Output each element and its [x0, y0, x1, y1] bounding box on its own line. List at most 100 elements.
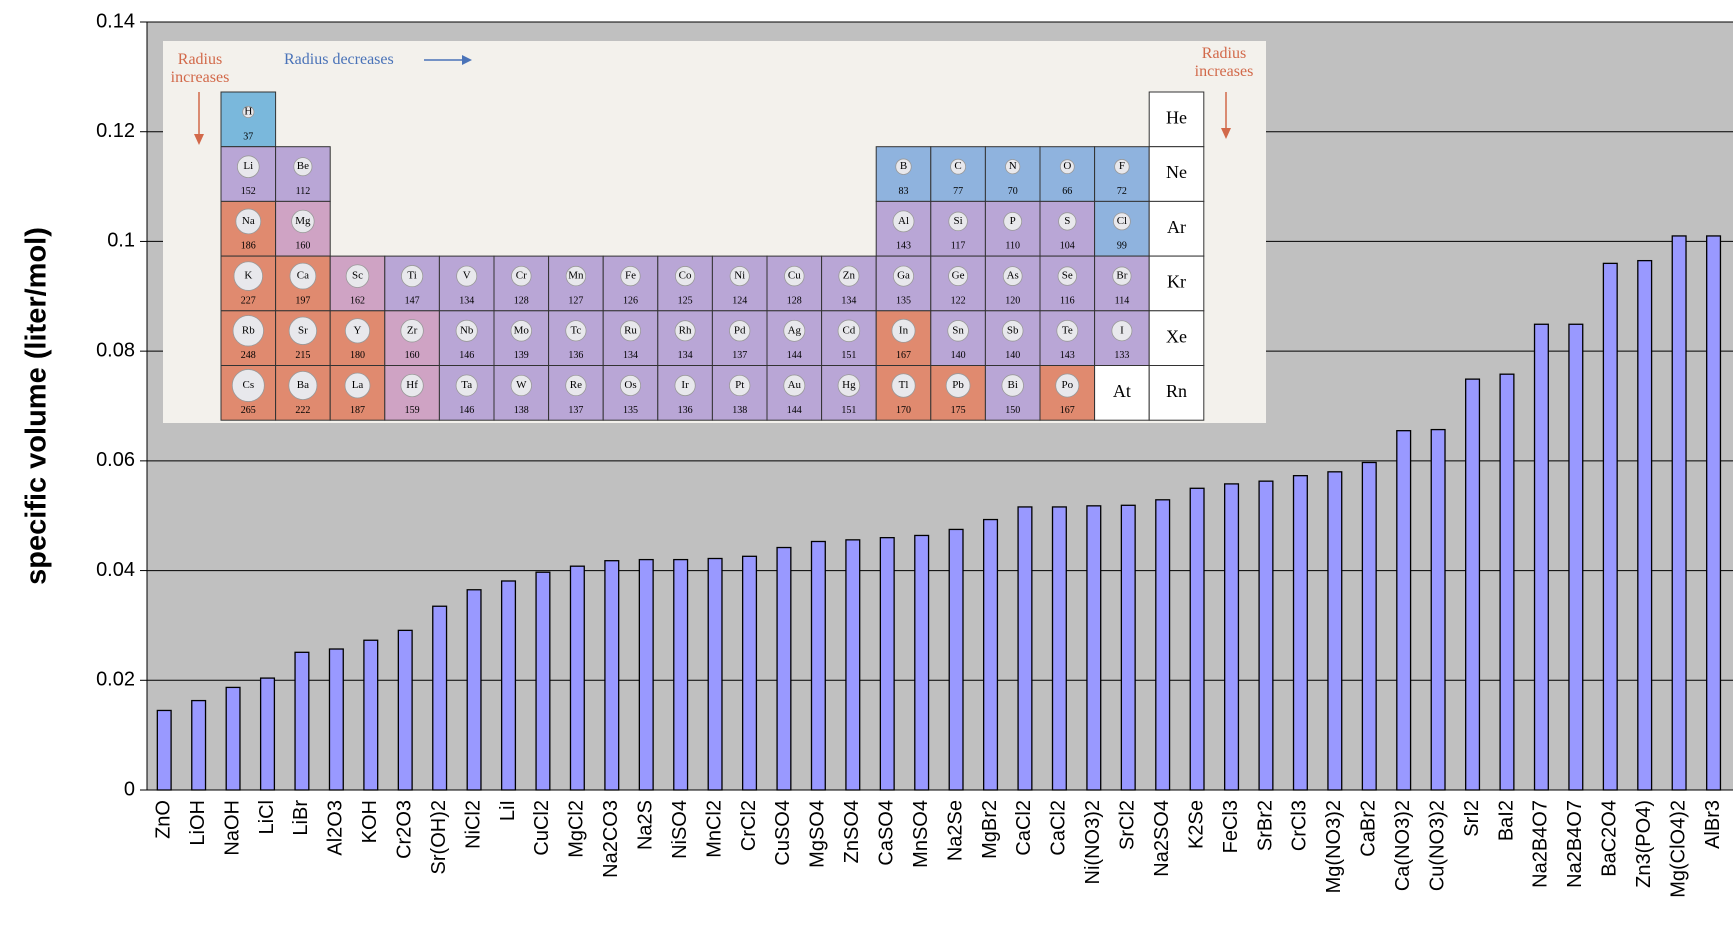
bar — [1362, 463, 1376, 790]
element-symbol: Be — [297, 160, 309, 172]
element-radius: 144 — [787, 405, 802, 416]
bar — [1053, 507, 1067, 790]
y-tick-label: 0.04 — [96, 559, 135, 581]
element-symbol: Zn — [843, 270, 856, 282]
element-symbol: Bi — [1007, 379, 1017, 391]
x-tick-label: NiSO4 — [669, 800, 691, 859]
bar — [157, 710, 171, 790]
element-symbol: Pb — [952, 379, 964, 391]
element-symbol: Al — [898, 215, 909, 227]
bar — [364, 640, 378, 790]
element-symbol: Xe — [1166, 326, 1187, 346]
bar — [743, 556, 757, 790]
x-tick-label: Na2B4O7 — [1530, 800, 1552, 888]
element-radius: 146 — [459, 350, 474, 361]
element-radius: 147 — [405, 295, 420, 306]
element-radius: 150 — [1005, 405, 1020, 416]
element-symbol: K — [244, 270, 252, 282]
element-symbol: Cd — [842, 324, 855, 336]
element-radius: 144 — [787, 350, 802, 361]
bar — [1397, 431, 1411, 790]
element-symbol: Co — [679, 270, 692, 282]
x-tick-label: CaBr2 — [1358, 800, 1380, 857]
element-radius: 120 — [1005, 295, 1020, 306]
left-label: Radius increases — [164, 51, 236, 87]
x-tick-label: AlBr3 — [1702, 800, 1724, 849]
bar — [846, 540, 860, 790]
element-symbol: I — [1120, 324, 1124, 336]
element-symbol: C — [954, 160, 961, 172]
element-radius: 146 — [459, 405, 474, 416]
x-tick-label: CaCl2 — [1013, 800, 1035, 856]
element-symbol: P — [1010, 215, 1016, 227]
x-tick-label: LiOH — [187, 800, 209, 846]
x-tick-label: BaC2O4 — [1599, 800, 1621, 877]
x-tick-label: MnCl2 — [703, 800, 725, 858]
element-radius: 125 — [678, 295, 693, 306]
element-symbol: Rn — [1166, 381, 1187, 401]
element-symbol: Rb — [242, 324, 255, 336]
y-tick-label: 0.06 — [96, 449, 135, 471]
bar — [777, 548, 791, 790]
element-radius: 112 — [296, 186, 311, 197]
element-symbol: Kr — [1167, 272, 1186, 292]
element-radius: 143 — [1060, 350, 1075, 361]
element-symbol: Tl — [899, 379, 909, 391]
element-radius: 99 — [1117, 241, 1127, 252]
element-radius: 126 — [623, 295, 638, 306]
element-symbol: S — [1064, 215, 1070, 227]
element-radius: 152 — [241, 186, 256, 197]
element-radius: 114 — [1115, 295, 1130, 306]
element-radius: 70 — [1008, 186, 1018, 197]
element-radius: 167 — [1060, 405, 1075, 416]
element-radius: 134 — [678, 350, 693, 361]
bar — [295, 652, 309, 790]
bar — [570, 566, 584, 790]
element-symbol: Ga — [897, 270, 910, 282]
bar — [502, 581, 516, 790]
x-tick-label: LiI — [497, 800, 519, 821]
x-tick-label: Na2Se — [944, 800, 966, 861]
x-tick-label: MnSO4 — [910, 800, 932, 868]
x-tick-label: CrCl2 — [738, 800, 760, 851]
x-tick-label: Na2S — [635, 800, 657, 850]
y-tick-label: 0.1 — [107, 230, 135, 252]
element-radius: 222 — [295, 405, 310, 416]
bar — [639, 560, 653, 790]
element-symbol: Nb — [460, 324, 474, 336]
element-symbol: O — [1063, 160, 1071, 172]
x-tick-label: FeCl3 — [1220, 800, 1242, 853]
y-tick-label: 0.12 — [96, 120, 135, 142]
element-radius: 124 — [732, 295, 747, 306]
x-tick-label: MgSO4 — [807, 800, 829, 868]
element-symbol: Tc — [570, 324, 581, 336]
element-radius: 117 — [951, 241, 966, 252]
element-radius: 215 — [295, 350, 310, 361]
element-radius: 167 — [896, 350, 911, 361]
element-symbol: Rh — [679, 324, 692, 336]
element-symbol: Au — [788, 379, 802, 391]
element-symbol: Li — [243, 160, 253, 172]
y-tick-label: 0.02 — [96, 669, 135, 691]
element-symbol: Si — [954, 215, 963, 227]
x-tick-label: ZnSO4 — [841, 800, 863, 863]
bar — [1638, 261, 1652, 790]
element-symbol: Re — [570, 379, 582, 391]
bar — [915, 535, 929, 790]
element-radius: 160 — [295, 241, 310, 252]
element-symbol: Ta — [461, 379, 472, 391]
x-tick-label: Cu(NO3)2 — [1426, 800, 1448, 891]
x-tick-label: Na2SO4 — [1151, 800, 1173, 877]
bar — [1190, 488, 1204, 790]
element-radius: 122 — [951, 295, 966, 306]
x-tick-label: Ca(NO3)2 — [1392, 800, 1414, 891]
element-radius: 175 — [951, 405, 966, 416]
element-symbol: Ar — [1167, 217, 1186, 237]
x-tick-label: CuCl2 — [531, 800, 553, 856]
element-symbol: Po — [1061, 379, 1073, 391]
element-radius: 133 — [1114, 350, 1129, 361]
element-radius: 170 — [896, 405, 911, 416]
element-symbol: Na — [242, 215, 255, 227]
element-symbol: Ti — [407, 270, 416, 282]
element-radius: 127 — [568, 295, 583, 306]
